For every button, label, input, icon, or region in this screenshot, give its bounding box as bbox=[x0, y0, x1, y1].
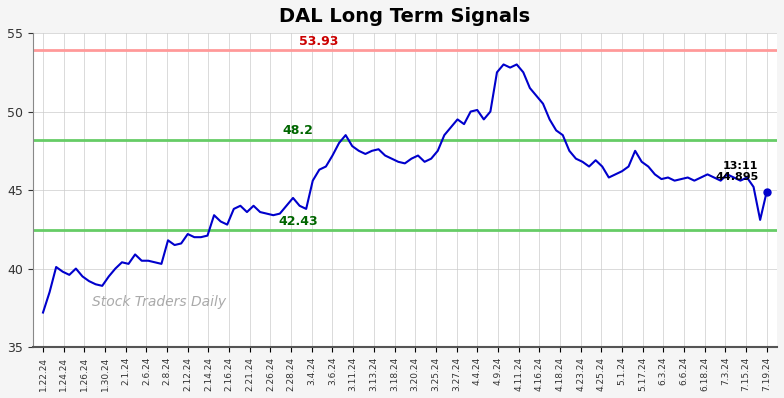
Text: 48.2: 48.2 bbox=[282, 125, 313, 137]
Text: 42.43: 42.43 bbox=[278, 215, 318, 228]
Text: 53.93: 53.93 bbox=[299, 35, 338, 47]
Text: Stock Traders Daily: Stock Traders Daily bbox=[93, 295, 227, 309]
Title: DAL Long Term Signals: DAL Long Term Signals bbox=[279, 7, 531, 26]
Text: 13:11
44.895: 13:11 44.895 bbox=[715, 161, 758, 182]
